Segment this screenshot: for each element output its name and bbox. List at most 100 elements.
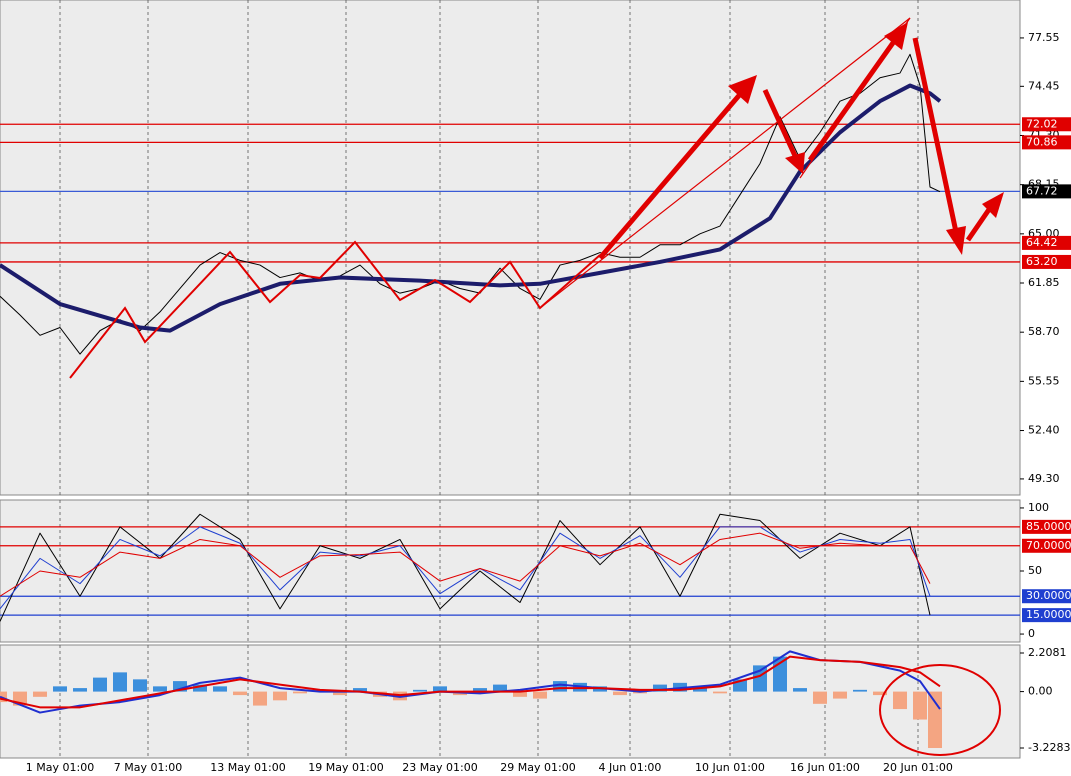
y-tick-label: 0.00 <box>1028 685 1053 698</box>
histogram-bar <box>193 684 207 692</box>
series-line <box>0 532 931 597</box>
y-tick-label: 2.2081 <box>1028 646 1067 659</box>
trend-line <box>539 17 911 309</box>
x-tick-label: 19 May 01:00 <box>308 761 383 774</box>
x-tick-label: 7 May 01:00 <box>114 761 182 774</box>
level-label: 30.0000 <box>1026 589 1071 602</box>
histogram-bar <box>833 691 847 699</box>
histogram-bar <box>53 686 67 692</box>
level-label: 70.86 <box>1026 135 1058 148</box>
series-line <box>0 655 941 709</box>
x-tick-label: 1 May 01:00 <box>26 761 94 774</box>
level-label-box <box>1022 608 1071 623</box>
level-label-box <box>1022 235 1071 250</box>
y-tick-label: 58.70 <box>1028 325 1060 338</box>
arrow <box>807 38 898 162</box>
arrow <box>762 88 799 160</box>
histogram-bar <box>928 691 942 749</box>
y-tick-label: 50 <box>1028 564 1042 577</box>
y-tick-label: 52.40 <box>1028 424 1060 437</box>
histogram-bar <box>113 672 127 692</box>
histogram-bar <box>233 691 247 696</box>
x-tick-label: 13 May 01:00 <box>210 761 285 774</box>
histogram-bar <box>293 691 307 694</box>
x-tick-label: 20 Jun 01:00 <box>883 761 953 774</box>
histogram-bar <box>613 691 627 696</box>
histogram-bar <box>413 689 427 692</box>
histogram-bar <box>653 684 667 692</box>
x-tick-label: 23 May 01:00 <box>402 761 477 774</box>
annotations <box>69 17 1004 756</box>
histogram-bar <box>353 688 367 692</box>
arrow <box>598 90 744 260</box>
level-label-box <box>1022 184 1071 199</box>
histogram-bar <box>873 691 887 696</box>
histogram-bar <box>913 691 927 720</box>
histogram-bar <box>133 679 147 692</box>
histogram-bar <box>173 681 187 692</box>
y-tick-label: 49.30 <box>1028 472 1060 485</box>
level-label: 85.0000 <box>1026 520 1071 533</box>
y-tick-label: -3.2283 <box>1028 741 1070 754</box>
arrow-head <box>728 75 757 104</box>
level-label-box <box>1022 254 1071 269</box>
level-label-box <box>1022 589 1071 604</box>
level-label-box <box>1022 538 1071 553</box>
level-label: 70.0000 <box>1026 539 1071 552</box>
arrows <box>598 37 993 260</box>
histogram-bar <box>0 691 7 703</box>
histogram-bar <box>333 691 347 696</box>
histogram-bar <box>533 691 547 699</box>
arrow <box>912 37 959 233</box>
histogram-bar <box>813 691 827 704</box>
histogram-bar <box>153 686 167 692</box>
histogram-bar <box>753 665 767 692</box>
x-tick-label: 16 Jun 01:00 <box>790 761 860 774</box>
arrow-heads <box>728 22 1004 255</box>
histogram-bar <box>253 691 267 706</box>
price-pane <box>0 0 1021 496</box>
zigzag <box>69 240 601 379</box>
histogram-bar <box>853 689 867 692</box>
x-tick-label: 29 May 01:00 <box>500 761 575 774</box>
level-label-box <box>1022 519 1071 534</box>
level-label: 63.20 <box>1026 255 1058 268</box>
y-tick-label: 0 <box>1028 627 1035 640</box>
highlight-circle <box>879 664 1001 756</box>
histogram-bar <box>33 691 47 697</box>
histogram-bar <box>553 681 567 692</box>
histogram-bar <box>793 688 807 692</box>
y-tick-label: 77.55 <box>1028 31 1060 44</box>
histogram-bar <box>433 686 447 692</box>
histogram-bar <box>713 691 727 694</box>
histogram-bar <box>493 684 507 692</box>
level-label-box <box>1022 117 1071 132</box>
arrow-head <box>946 226 966 255</box>
level-label-box <box>1022 135 1071 150</box>
level-label: 64.42 <box>1026 236 1058 249</box>
level-label: 72.02 <box>1026 117 1058 130</box>
histogram-bar <box>73 688 87 692</box>
y-tick-label: 74.45 <box>1028 79 1060 92</box>
level-label: 67.72 <box>1026 184 1058 197</box>
x-tick-label: 10 Jun 01:00 <box>695 761 765 774</box>
series-line <box>0 83 942 333</box>
histogram-bar <box>273 691 287 701</box>
y-tick-label: 61.85 <box>1028 276 1060 289</box>
arrow-head <box>982 192 1004 218</box>
x-tick-label: 4 Jun 01:00 <box>599 761 662 774</box>
histogram-bar <box>213 686 227 692</box>
histogram-bar <box>93 677 107 692</box>
arrow-head <box>785 152 805 174</box>
arrow-head <box>884 22 908 50</box>
arrow <box>965 206 993 242</box>
histogram-bar <box>513 691 527 697</box>
oscillator-pane <box>0 499 1021 643</box>
level-label: 15.0000 <box>1026 608 1071 621</box>
macd-pane <box>0 644 1021 759</box>
histogram-bar <box>473 688 487 692</box>
y-tick-label: 100 <box>1028 501 1049 514</box>
y-tick-label: 55.55 <box>1028 374 1060 387</box>
